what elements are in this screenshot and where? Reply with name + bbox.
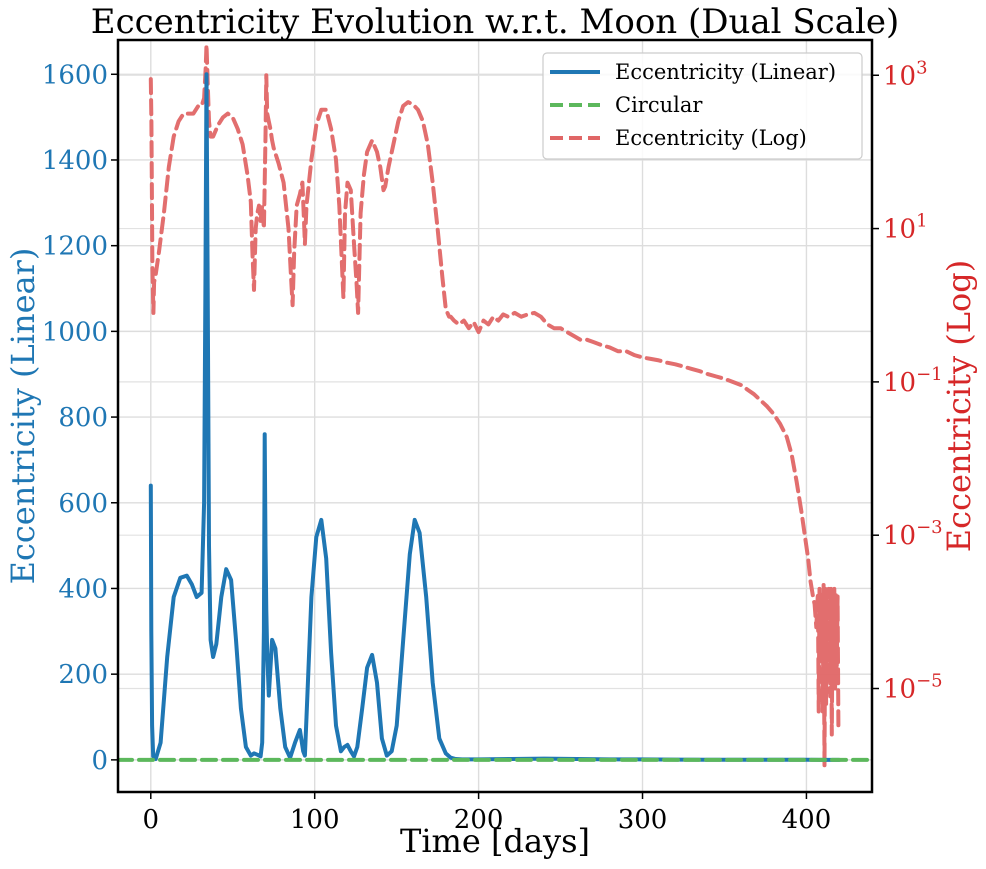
- legend-entry-log: Eccentricity (Log): [550, 126, 807, 150]
- legend-label-circular: Circular: [615, 93, 703, 117]
- x-tick-label: 200: [454, 805, 504, 835]
- x-axis-ticks: 0 100 200 300 400: [143, 792, 832, 835]
- y-right-tick-label: 10−1: [883, 364, 943, 398]
- y-left-tick-label: 1400: [42, 146, 108, 176]
- y-right-axis-label: Eccentricity (Log): [940, 260, 978, 552]
- y-left-tick-label: 1000: [42, 317, 108, 347]
- legend-entry-circular: Circular: [550, 93, 703, 117]
- y-left-tick-label: 200: [58, 660, 108, 690]
- x-tick-label: 100: [290, 805, 340, 835]
- y-left-tick-label: 800: [58, 403, 108, 433]
- y-right-tick-label: 101: [883, 211, 928, 245]
- legend-entry-linear: Eccentricity (Linear): [550, 60, 836, 84]
- y-left-axis-ticks: 0 200 400 600 800 1000 1200 1400 1600: [42, 60, 118, 776]
- x-tick-label: 400: [782, 805, 832, 835]
- y-left-tick-label: 600: [58, 489, 108, 519]
- y-left-tick-label: 400: [58, 574, 108, 604]
- y-right-tick-label: 103: [883, 57, 928, 91]
- chart-title: Eccentricity Evolution w.r.t. Moon (Dual…: [91, 2, 899, 42]
- y-left-tick-label: 1200: [42, 232, 108, 262]
- y-left-axis-label: Eccentricity (Linear): [4, 248, 42, 585]
- legend-label-linear: Eccentricity (Linear): [615, 60, 836, 84]
- series-layer: [118, 42, 872, 768]
- y-left-tick-label: 0: [91, 746, 108, 776]
- y-right-axis-ticks: 103 101 10−1 10−3 10−5: [872, 57, 943, 705]
- x-axis-label: Time [days]: [400, 822, 590, 860]
- y-right-tick-label: 10−5: [883, 671, 943, 705]
- x-tick-label: 300: [618, 805, 668, 835]
- series-eccentricity-log: [148, 42, 841, 768]
- series-eccentricity-linear: [148, 72, 842, 762]
- legend-label-log: Eccentricity (Log): [615, 126, 807, 150]
- plot-frame: [116, 38, 874, 794]
- y-left-tick-label: 1600: [42, 60, 108, 90]
- legend: Eccentricity (Linear) Circular Eccentric…: [542, 52, 863, 160]
- legend-box: [542, 52, 863, 160]
- y-right-tick-label: 10−3: [883, 517, 943, 551]
- x-tick-label: 0: [143, 805, 160, 835]
